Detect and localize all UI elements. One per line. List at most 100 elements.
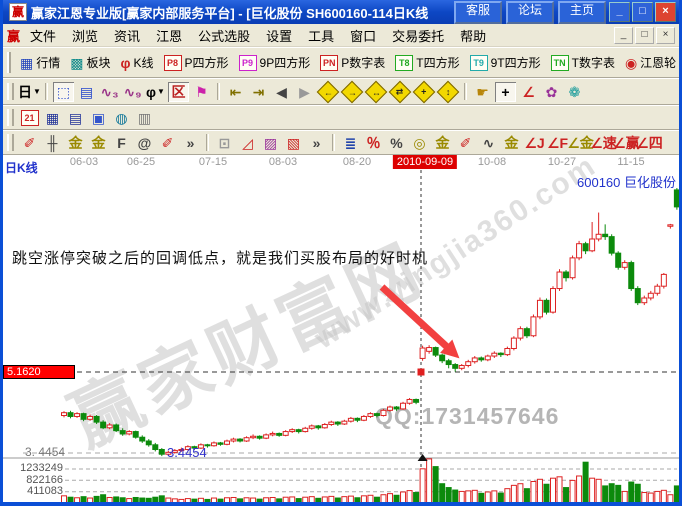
prev-bar-button[interactable]: ◀ [271, 82, 292, 102]
export-web-button[interactable]: ◍ [111, 108, 132, 128]
forum-button[interactable]: 论坛 [506, 0, 554, 24]
period-daily-button[interactable]: 日 ▼ [18, 82, 41, 102]
gold-tool-button[interactable]: 金 [501, 133, 522, 153]
menu-tools[interactable]: 工具 [308, 28, 335, 44]
gold-fence-1-button[interactable]: 金 [65, 133, 86, 153]
volume-bar [478, 492, 485, 502]
t-number-table-label: T数字表 [571, 56, 615, 70]
compress-horizontal-button[interactable]: ⇄ [388, 80, 412, 103]
menu-gann[interactable]: 江恩 [156, 28, 183, 44]
box-tool-button[interactable]: ⊡ [214, 133, 235, 153]
toolbar-grip[interactable] [7, 109, 14, 126]
candle-body [354, 417, 361, 421]
menu-formula-stock-pick[interactable]: 公式选股 [198, 28, 251, 44]
toolbar-grip[interactable] [7, 134, 14, 151]
minute-3-button[interactable]: ∿₃ [99, 82, 120, 102]
gann-flower-tool-button[interactable]: ✿ [541, 82, 562, 102]
quotes-button[interactable]: ▦ 行情 [15, 53, 65, 72]
toolbar-grip[interactable] [7, 52, 11, 73]
customer-service-button[interactable]: 客服 [454, 0, 502, 24]
toolbar-grip[interactable] [7, 82, 14, 101]
expand-vertical-button[interactable]: ↕ [436, 80, 460, 103]
menu-help[interactable]: 帮助 [460, 28, 487, 44]
save-button[interactable]: ▣ [88, 108, 109, 128]
fan-lines-button[interactable]: ◿ [237, 133, 258, 153]
more-2-button[interactable]: » [306, 133, 327, 153]
expand-horizontal-button[interactable]: ↔ [364, 80, 388, 103]
zoom-in-button[interactable]: + [412, 80, 436, 103]
scale-ruler-button[interactable]: ≣ [340, 133, 361, 153]
menu-browse[interactable]: 浏览 [72, 28, 99, 44]
candle-body [387, 406, 393, 411]
angle-si-button[interactable]: ∠四 [636, 133, 663, 153]
last-page-button[interactable]: ⇥ [248, 82, 269, 102]
angle-f-button[interactable]: ∠F [547, 133, 568, 153]
close-button[interactable]: × [655, 2, 676, 22]
percent-button[interactable]: % [386, 133, 407, 153]
angle-ying-button[interactable]: ∠赢 [613, 133, 640, 153]
angle-su-button[interactable]: ∠速 [590, 133, 617, 153]
titlebar: 赢 赢家江恩专业版[赢家内部服务平台] - [巨化股份 SH600160-114… [3, 0, 679, 24]
menu-news[interactable]: 资讯 [114, 28, 141, 44]
homepage-button[interactable]: 主页 [558, 0, 606, 24]
hand-tool-button[interactable]: ☛ [472, 82, 493, 102]
menu-trade-order[interactable]: 交易委托 [392, 28, 445, 44]
pan-left-button[interactable]: ← [316, 80, 340, 103]
9t-square-button[interactable]: T9 9T四方形 [465, 53, 546, 72]
mdi-close-button[interactable]: × [656, 26, 675, 44]
9p-square-button[interactable]: P9 9P四方形 [234, 53, 316, 72]
p-number-table-button[interactable]: PN P数字表 [315, 53, 390, 72]
candle-body [263, 434, 270, 439]
gold-fence-2-button[interactable]: 金 [88, 133, 109, 153]
gann-wheel-button[interactable]: ◉ 江恩轮 [620, 53, 679, 72]
calendar-button[interactable]: 21 [19, 108, 40, 128]
chart-region[interactable]: 赢家财富网 www.yingjia360.com QQ:1731457646 日… [3, 155, 679, 502]
pen-candle-button[interactable]: ✐ [455, 133, 476, 153]
first-page-button[interactable]: ⇤ [225, 82, 246, 102]
angle-gold-button[interactable]: ∠金 [567, 133, 594, 153]
more-1-button[interactable]: » [180, 133, 201, 153]
angle-j-button[interactable]: ∠J [524, 133, 545, 153]
box-fan-2-button[interactable]: ▧ [283, 133, 304, 153]
wave-button[interactable]: ∿ [478, 133, 499, 153]
flag-mark-button[interactable]: ⚑ [191, 82, 212, 102]
minimize-button[interactable]: _ [609, 2, 630, 22]
maximize-button[interactable]: □ [632, 2, 653, 22]
menu-window[interactable]: 窗口 [350, 28, 377, 44]
kline-button[interactable]: φ K线 [116, 53, 159, 72]
gold-line-button[interactable]: 金 [432, 133, 453, 153]
candle-style-button[interactable]: φ ▼ [145, 82, 166, 102]
k-region-button[interactable]: 区 [168, 81, 189, 102]
print-button[interactable]: ▥ [134, 108, 155, 128]
calculator-button[interactable]: ▦ [42, 108, 63, 128]
notes-button[interactable]: ▤ [65, 108, 86, 128]
select-region-button[interactable]: ⬚ [53, 81, 74, 102]
f-fence-button[interactable]: F [111, 133, 132, 153]
time-fence-button[interactable]: ╫ [42, 133, 63, 153]
t-number-table-button[interactable]: TN T数字表 [546, 53, 620, 72]
menu-settings[interactable]: 设置 [266, 28, 293, 44]
sectors-button[interactable]: ▩ 板块 [65, 53, 115, 72]
t-square-button[interactable]: T8 T四方形 [390, 53, 464, 72]
volume-bar [400, 491, 407, 502]
volume-bar [484, 491, 491, 502]
pan-right-button[interactable]: → [340, 80, 364, 103]
box-fan-1-button[interactable]: ▨ [260, 133, 281, 153]
crosshair-tool-button[interactable]: + [495, 81, 516, 102]
minute-9-button[interactable]: ∿₉ [122, 82, 143, 102]
pen-fence-button[interactable]: ✐ [157, 133, 178, 153]
f10-report-button[interactable]: ▤ [76, 82, 97, 102]
volume-bar [471, 489, 478, 502]
percent-7-button[interactable]: ％ [363, 133, 384, 153]
pattern-tool-button[interactable]: ❁ [564, 82, 585, 102]
p-square-button[interactable]: P8 P四方形 [159, 53, 234, 72]
spiral-button[interactable]: @ [134, 133, 155, 153]
menu-file[interactable]: 文件 [30, 28, 57, 44]
next-bar-button[interactable]: ▶ [294, 82, 315, 102]
pen-button[interactable]: ✐ [19, 133, 40, 153]
mdi-restore-button[interactable]: □ [635, 26, 654, 44]
angle-tool-button[interactable]: ∠ [518, 82, 539, 102]
gold-circle-button[interactable]: ◎ [409, 133, 430, 153]
volume-bar [308, 496, 315, 502]
mdi-minimize-button[interactable]: _ [614, 26, 633, 44]
